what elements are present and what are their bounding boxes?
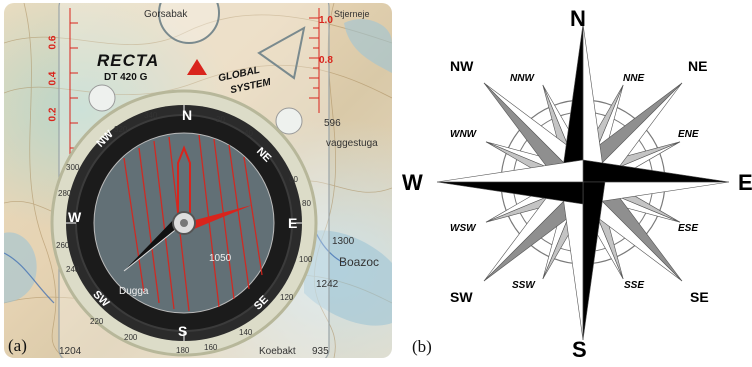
map-label-koebakt: Koebakt — [259, 346, 296, 357]
bezel-degree: 220 — [90, 317, 104, 326]
rose-label-sw: SW — [450, 289, 473, 305]
rose-label-w: W — [402, 170, 423, 195]
bezel-degree: 320 — [114, 125, 128, 134]
rose-label-ssw: SSW — [512, 280, 535, 291]
rose-spike-e-half-b — [582, 159, 730, 183]
bezel-degree: 260 — [56, 241, 70, 250]
rose-spike-w-half-b — [436, 181, 584, 205]
bezel-degree: 280 — [58, 189, 72, 198]
rose-label-e: E — [738, 170, 752, 195]
map-label-stjerneje: Stjerneje — [334, 9, 370, 19]
rose-label-se: SE — [690, 289, 709, 305]
rose-spike-n-half-a — [582, 23, 606, 183]
ruler-mark: 0.2 — [47, 107, 59, 122]
rose-label-n: N — [570, 6, 586, 31]
bezel-degree: 340 — [144, 111, 158, 120]
rose-spike-n-half-b — [560, 23, 584, 183]
bezel-degree: 100 — [299, 255, 313, 264]
rose-label-nnw: NNW — [510, 73, 534, 84]
map-label-boazoc: Boazoc — [339, 255, 380, 269]
bezel-degree: 240 — [66, 265, 80, 274]
bezel-degree: 60 — [289, 175, 298, 184]
bezel-degree: 200 — [124, 333, 138, 342]
bezel-degree: 140 — [239, 328, 253, 337]
bezel-n: N — [182, 107, 193, 123]
rose-label-wsw: WSW — [450, 223, 476, 234]
map-label-elevation-1204: 1204 — [59, 346, 82, 357]
ruler-mark: 0.6 — [47, 35, 59, 50]
panel-label-b: (b) — [412, 337, 432, 356]
map-label-elevation-1242: 1242 — [316, 279, 339, 290]
rose-label-sse: SSE — [624, 280, 645, 291]
rose-spike-e-half-a — [582, 181, 730, 205]
bezel-degree: 20 — [216, 115, 225, 124]
map-label-elevation-1300: 1300 — [332, 236, 355, 247]
model-label: DT 420 G — [104, 72, 148, 83]
rose-label-ene: ENE — [678, 129, 699, 140]
map-label-vaggestuga: vaggestuga — [326, 138, 378, 149]
rose-label-ese: ESE — [678, 223, 699, 234]
bezel-degree: 120 — [280, 293, 294, 302]
rose-spike-s-half-b — [582, 181, 606, 341]
bezel-e: E — [288, 215, 298, 231]
compass-photo: Gorsabak Boazoc 1300 1242 1050 1204 935 … — [4, 3, 392, 358]
rose-spike-w-half-a — [436, 159, 584, 183]
rose-label-s: S — [572, 337, 587, 362]
map-label-elevation-1050: 1050 — [209, 253, 232, 264]
bezel-degree: 300 — [66, 163, 80, 172]
brand-logo: RECTA — [97, 51, 160, 70]
bezel-s: S — [178, 323, 188, 339]
compass-illustration — [4, 3, 392, 358]
rose-label-nne: NNE — [623, 73, 645, 84]
rose-label-wnw: WNW — [450, 129, 477, 140]
ruler-mark: 1.0 — [319, 15, 333, 26]
panel-label-a: (a) — [8, 336, 27, 355]
bezel-degree: 180 — [176, 346, 190, 355]
rose-spike-s-half-a — [560, 181, 584, 341]
bezel-w: W — [68, 209, 82, 225]
rose-label-ne: NE — [688, 58, 708, 74]
map-label-gorsabak: Gorsabak — [144, 9, 188, 20]
bezel-degree: 40 — [244, 129, 253, 138]
bezel-degree: 80 — [302, 199, 311, 208]
map-label-dugga: Dugga — [119, 286, 149, 297]
ruler-mark: 0.4 — [47, 71, 59, 86]
bezel-degree: 160 — [204, 343, 218, 352]
map-label-elevation-596: 596 — [324, 118, 341, 129]
compass-rose-panel: N E S W NE SE SW NW NNE ENE ESE SSE SSW … — [398, 0, 752, 362]
ruler-mark: 0.8 — [319, 55, 333, 66]
rose-label-nw: NW — [450, 58, 474, 74]
compass-rose — [436, 23, 730, 341]
map-label-elevation-935: 935 — [312, 346, 329, 357]
